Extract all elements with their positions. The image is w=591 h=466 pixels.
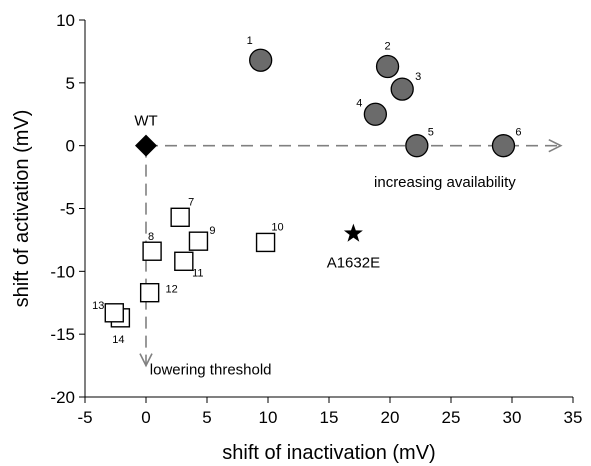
point-label: 7 xyxy=(188,196,194,208)
x-tick-label: 10 xyxy=(259,408,278,427)
data-point-circle xyxy=(491,134,516,158)
annotation-layer: increasing availability lowering threshol… xyxy=(92,35,521,378)
wt-label: WT xyxy=(134,113,157,130)
y-tick-label: 10 xyxy=(56,11,75,30)
data-point-square xyxy=(174,251,194,271)
x-tick-label: 30 xyxy=(503,408,522,427)
arrow-label: lowering threshold xyxy=(150,361,272,378)
point-label: 3 xyxy=(415,71,421,83)
point-label: 10 xyxy=(271,221,283,233)
data-point-circle xyxy=(390,77,414,101)
point-label: 1 xyxy=(247,35,253,47)
x-tick-label: 0 xyxy=(141,408,150,427)
arrow-head xyxy=(548,138,563,153)
star-label: A1632E xyxy=(327,255,380,272)
point-label: 2 xyxy=(384,40,390,52)
point-label: 14 xyxy=(112,334,124,346)
x-tick-label: 5 xyxy=(202,408,211,427)
x-tick-label: 35 xyxy=(564,408,583,427)
x-tick-label: 25 xyxy=(442,408,461,427)
arrow-head xyxy=(139,353,153,368)
wt-diamond xyxy=(135,134,157,157)
point-label: 8 xyxy=(148,231,154,243)
star-marker xyxy=(343,223,363,242)
point-label: 12 xyxy=(166,284,178,296)
y-tick-label: -10 xyxy=(50,262,75,281)
point-label: 11 xyxy=(192,267,203,279)
data-points xyxy=(104,48,516,328)
data-point-square xyxy=(170,207,190,227)
data-point-square xyxy=(139,282,160,303)
y-tick-label: 0 xyxy=(66,137,75,156)
x-axis-title: shift of inactivation (mV) xyxy=(222,442,435,464)
y-axis-title: shift of activation (mV) xyxy=(11,110,33,308)
point-label: 5 xyxy=(428,127,434,139)
data-point-circle xyxy=(249,48,273,72)
data-point-circle xyxy=(363,102,388,126)
data-point-square xyxy=(188,231,209,251)
data-point-square xyxy=(142,241,162,261)
data-point-square xyxy=(255,232,276,253)
point-label: 4 xyxy=(356,97,362,109)
point-label: 6 xyxy=(515,127,521,139)
y-tick-label: -15 xyxy=(50,325,75,344)
x-tick-label: 20 xyxy=(381,408,400,427)
y-tick-label: -20 xyxy=(50,388,75,407)
data-point-square xyxy=(104,303,124,323)
arrow-layer xyxy=(139,138,563,368)
x-tick-label: 15 xyxy=(320,408,339,427)
data-point-circle xyxy=(375,54,400,79)
arrow-label: increasing availability xyxy=(374,174,516,191)
data-point-circle xyxy=(405,134,429,158)
point-label: 9 xyxy=(209,225,215,237)
x-tick-label: -5 xyxy=(77,408,92,427)
y-tick-label: -5 xyxy=(60,200,75,219)
point-label: 13 xyxy=(92,300,104,312)
y-tick-label: 5 xyxy=(66,74,75,93)
